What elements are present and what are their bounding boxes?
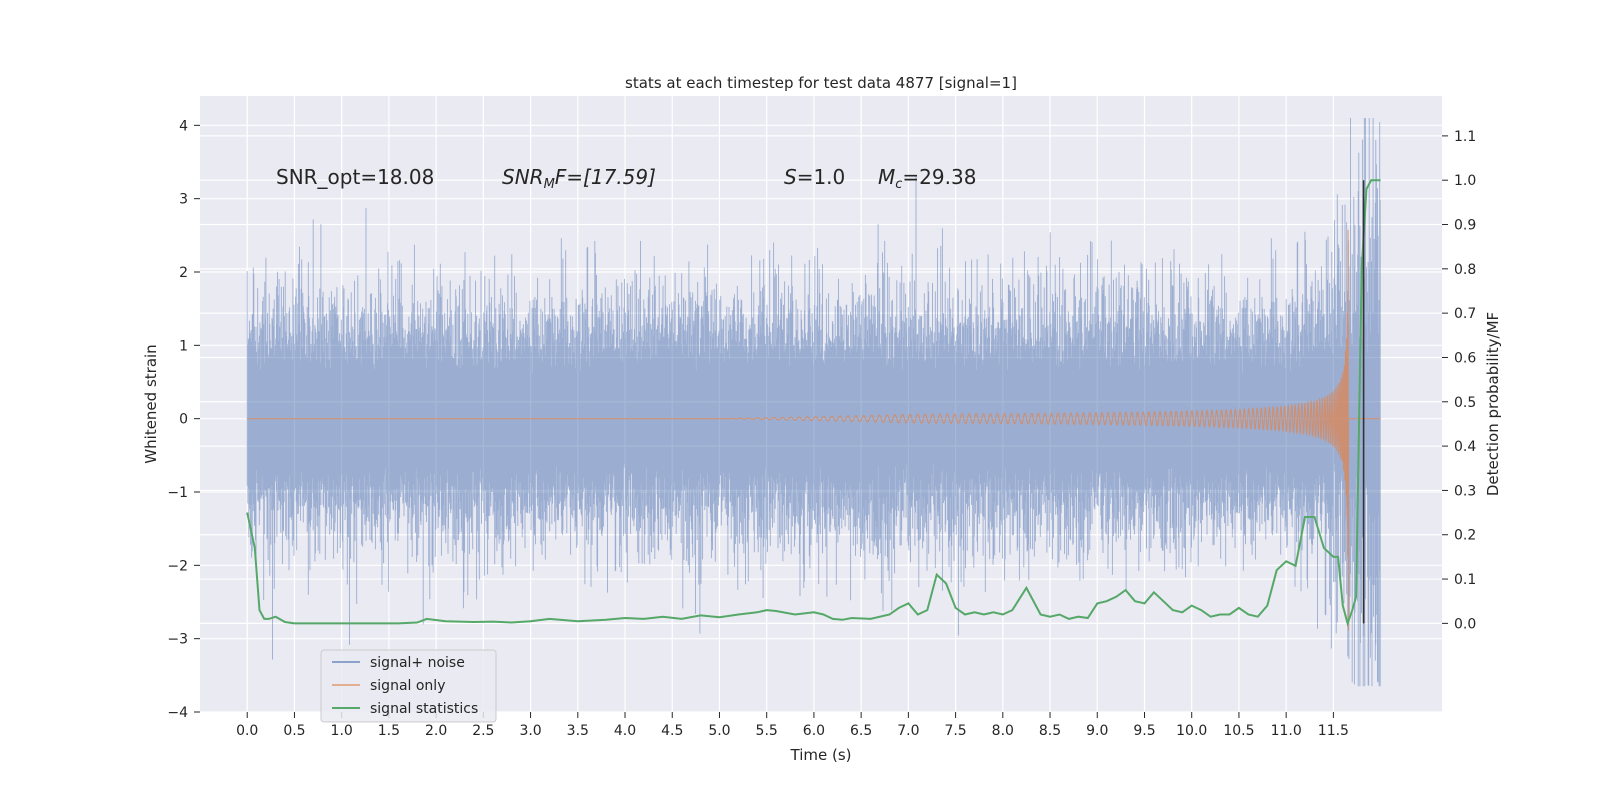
y-axis-label-left: Whitened strain — [142, 344, 160, 463]
legend-label-signal-statistics: signal statistics — [370, 701, 478, 717]
x-tick-label-16: 8.0 — [992, 723, 1014, 739]
mc-rest: =29.38 — [902, 165, 976, 189]
x-tick-label-14: 7.0 — [897, 723, 919, 739]
x-tick-label-7: 3.5 — [567, 723, 589, 739]
signal-statistics-line — [246, 179, 1381, 627]
x-tick-label-5: 2.5 — [472, 723, 494, 739]
s-annotation: S=1.0 — [784, 165, 845, 189]
y-left-tick-label-7: 3 — [179, 192, 188, 208]
y-left-tick-label-1: −3 — [167, 632, 188, 648]
x-tick-label-17: 8.5 — [1039, 723, 1061, 739]
snr-mf-main: SNR — [502, 165, 544, 189]
x-tick-label-4: 2.0 — [425, 723, 447, 739]
snr-mf-sub: M — [544, 177, 555, 192]
y-left-tick-label-0: −4 — [167, 705, 188, 721]
signal-statistics-series — [246, 179, 1381, 627]
mc-annotation: Mc=29.38 — [878, 165, 976, 192]
x-tick-label-1: 0.5 — [283, 723, 305, 739]
y-right-tick-label-7: 0.7 — [1454, 306, 1476, 322]
y-right-tick-label-10: 1.0 — [1454, 173, 1476, 189]
x-tick-label-0: 0.0 — [236, 723, 258, 739]
snr-mf-rest: F=[17.59] — [555, 165, 656, 189]
y-right-tick-label-3: 0.3 — [1454, 483, 1476, 499]
annotations: SNR_opt=18.08 SNRMF=[17.59] S=1.0 Mc=29.… — [276, 165, 976, 192]
y-axis-label-right: Detection probability/MF — [1484, 312, 1502, 496]
signal-plus-noise-line — [246, 118, 1381, 687]
y-left-tick-label-3: −1 — [167, 485, 188, 501]
mc-sub: c — [895, 177, 902, 192]
y-right-tick-label-4: 0.4 — [1454, 439, 1476, 455]
y-left-tick-label-8: 4 — [179, 118, 188, 134]
x-tick-label-9: 4.5 — [661, 723, 683, 739]
x-tick-label-2: 1.0 — [331, 723, 353, 739]
legend-label-signal-only: signal only — [370, 678, 445, 694]
signal-only-series — [247, 229, 1381, 631]
x-axis-label: Time (s) — [790, 746, 852, 764]
y-right-tick-label-6: 0.6 — [1454, 350, 1476, 366]
y-right-tick-label-1: 0.1 — [1454, 572, 1476, 588]
legend-label-signal-plus-noise: signal+ noise — [370, 655, 465, 671]
signal-plus-noise-series — [246, 118, 1381, 687]
chart-title: stats at each timestep for test data 487… — [625, 74, 1017, 92]
x-tick-label-13: 6.5 — [850, 723, 872, 739]
x-tick-label-15: 7.5 — [944, 723, 966, 739]
x-tick-label-20: 10.0 — [1176, 723, 1207, 739]
x-tick-label-6: 3.0 — [519, 723, 541, 739]
y-left-tick-label-5: 1 — [179, 338, 188, 354]
mc-main: M — [878, 165, 895, 189]
y-right-tick-label-2: 0.2 — [1454, 528, 1476, 544]
y-right-tick-label-8: 0.8 — [1454, 262, 1476, 278]
snr-mf-annotation: SNRMF=[17.59] — [502, 165, 656, 192]
x-tick-label-12: 6.0 — [803, 723, 825, 739]
x-tick-label-23: 11.5 — [1318, 723, 1349, 739]
x-tick-label-22: 11.0 — [1271, 723, 1302, 739]
y-right-tick-label-11: 1.1 — [1454, 129, 1476, 145]
x-tick-label-21: 10.5 — [1223, 723, 1254, 739]
y-left-tick-label-2: −2 — [167, 558, 188, 574]
x-tick-label-3: 1.5 — [378, 723, 400, 739]
s-rest: =1.0 — [797, 165, 846, 189]
x-tick-label-8: 4.0 — [614, 723, 636, 739]
x-tick-label-19: 9.5 — [1133, 723, 1155, 739]
legend: signal+ noise signal only signal statist… — [320, 649, 497, 723]
y-left-tick-label-4: 0 — [179, 412, 188, 428]
s-main: S — [784, 165, 797, 189]
legend-box — [320, 649, 497, 723]
x-tick-label-10: 5.0 — [708, 723, 730, 739]
snr-opt-annotation: SNR_opt=18.08 — [276, 165, 434, 189]
x-tick-label-18: 9.0 — [1086, 723, 1108, 739]
y-right-tick-label-9: 0.9 — [1454, 218, 1476, 234]
y-right-tick-label-0: 0.0 — [1454, 616, 1476, 632]
y-right-tick-label-5: 0.5 — [1454, 395, 1476, 411]
y-left-tick-label-6: 2 — [179, 265, 188, 281]
signal-only-line — [247, 229, 1381, 631]
x-tick-label-11: 5.5 — [756, 723, 778, 739]
axes: 0.0 0.5 1.0 1.5 2.0 2.5 3.0 3.5 4.0 4.5 5.0 5.5 6.0 6… — [167, 118, 1476, 739]
